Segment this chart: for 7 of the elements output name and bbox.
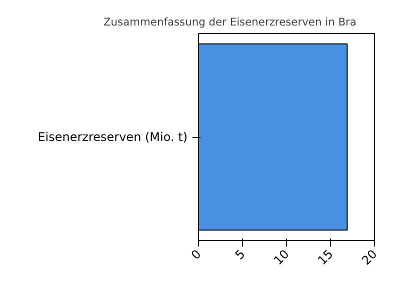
x-tick-label: 20	[359, 246, 380, 268]
chart-title: Zusammenfassung der Eisenerzreserven in Bra	[104, 16, 356, 28]
x-tick-label: 15	[315, 246, 336, 268]
x-tick-label: 10	[271, 246, 292, 268]
y-tick-label: Eisenerzreserven (Mio. t)	[38, 130, 188, 144]
x-tick-label: 5	[232, 246, 248, 262]
x-tick-label: 0	[188, 246, 204, 262]
